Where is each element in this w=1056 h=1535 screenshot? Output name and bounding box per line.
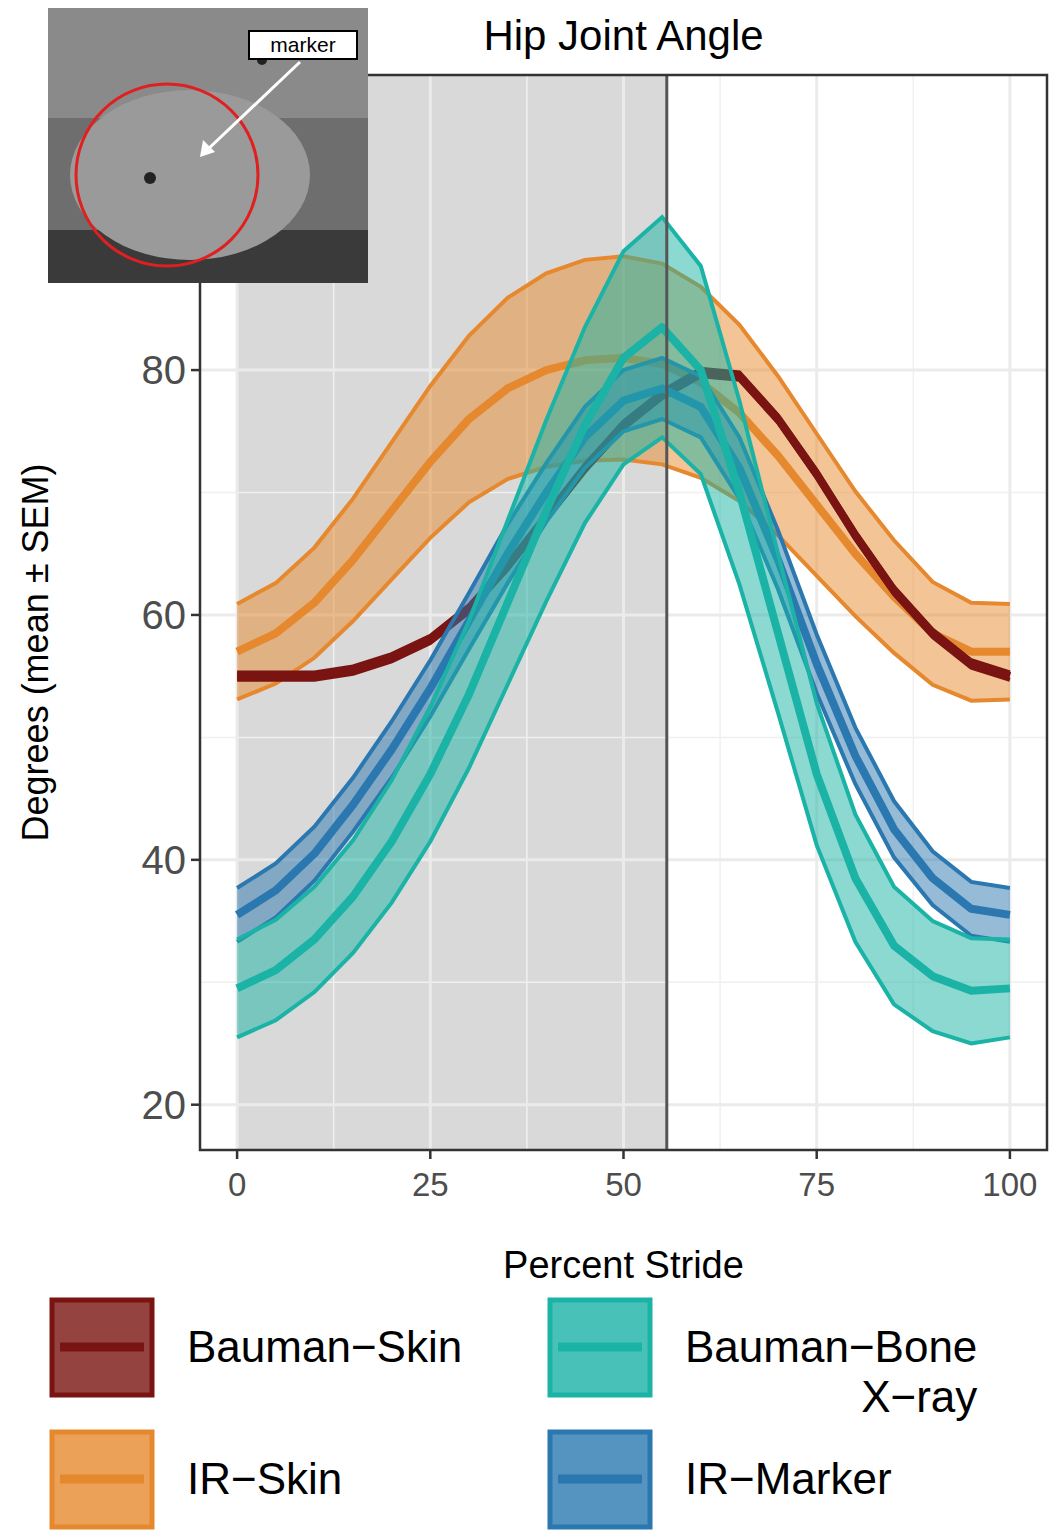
legend-swatch-line [558,1475,642,1484]
tick [622,1150,625,1159]
tick [191,1103,200,1106]
legend-swatch-line [558,1343,642,1352]
legend-swatch-line [60,1343,144,1352]
tick [191,369,200,372]
y-tick-label: 60 [142,593,187,637]
legend-swatch [52,1300,152,1395]
chart: 0 25 50 75 100 20 40 60 80 Percent Stride Degrees … [0,0,1056,1535]
x-axis-title: Percent Stride [503,1244,744,1286]
grid-line [429,75,432,1150]
inset-label-box [249,31,357,59]
inset-label: marker [270,33,335,56]
y-tick-label: 80 [142,348,187,392]
sem-band [237,217,1010,1043]
inset-photo [48,8,368,283]
grid-line [622,75,625,1150]
tick [815,1150,818,1159]
legend-label-line: X−ray [849,1372,977,1421]
x-tick-label: 75 [798,1166,835,1203]
inset-arrowhead [200,140,215,157]
y-axis-title: Degrees (mean ± SEM) [15,464,56,842]
legend-swatch [52,1432,152,1527]
mean-line [237,327,1010,991]
grid-line [815,75,818,1150]
legend-label: IR−Marker [685,1454,892,1503]
tick [236,1150,239,1159]
sem-lower [237,437,1010,1043]
legend-swatch-line [60,1475,144,1484]
inset: marker [48,8,368,283]
grid-line [200,1103,1047,1106]
title: Hip Joint Angle [483,12,763,59]
inset-arrow [205,62,300,152]
legend-label: Bauman−Bone X−ray [685,1322,977,1421]
tick [191,859,200,862]
stance-line [665,75,668,1150]
tick [429,1150,432,1159]
minor-grid [719,75,721,1150]
x-tick-label: 50 [605,1166,642,1203]
inset-circle [76,84,258,266]
legend-label-line: Bauman−Bone [685,1322,977,1371]
x-tick-label: 0 [228,1166,246,1203]
y-tick-label: 40 [142,838,187,882]
tick [191,614,200,617]
inset-dot [144,172,156,184]
legend-label: Bauman−Skin [187,1322,462,1371]
legend-label: IR−Skin [187,1454,342,1503]
sem-upper [237,217,1010,939]
legend-swatch [550,1300,650,1395]
tick [1009,1150,1012,1159]
legend-swatch [550,1432,650,1527]
x-tick-label: 100 [982,1166,1037,1203]
y-tick-label: 20 [142,1083,187,1127]
x-tick-label: 25 [412,1166,449,1203]
inset-photo [70,90,310,260]
